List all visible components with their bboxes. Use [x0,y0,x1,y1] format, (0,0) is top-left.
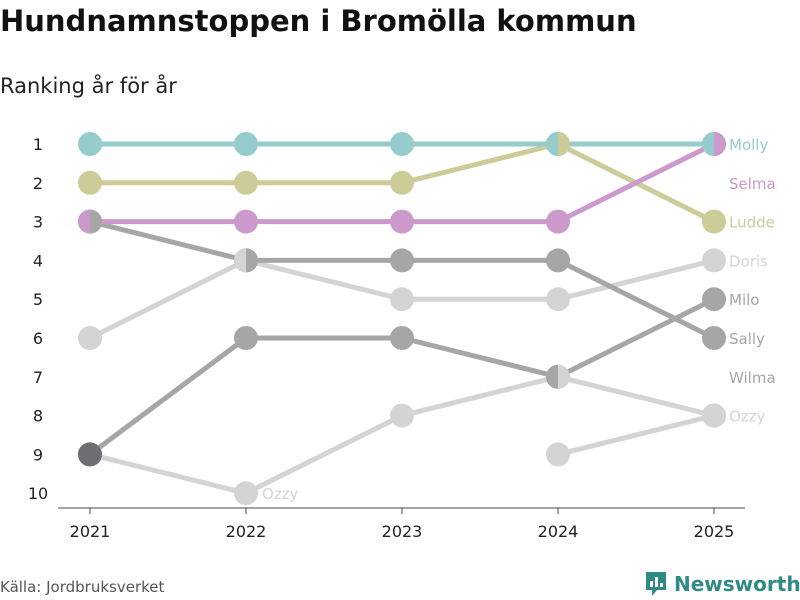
series-label: Doris [729,252,768,270]
data-point [702,326,726,350]
data-point-half [702,132,714,156]
y-tick-label: 6 [33,329,43,348]
data-point [390,326,414,350]
series-line [87,374,717,496]
data-point [702,248,726,273]
series-line [87,296,717,457]
y-tick-label: 8 [33,407,43,426]
x-tick-label: 2024 [538,522,579,541]
y-tick-label: 1 [33,135,43,154]
data-point-half [558,364,570,389]
data-point [78,326,102,350]
series-label: Sally [729,330,765,348]
data-point-half [558,132,570,156]
y-tick-label: 4 [33,251,43,270]
data-point [390,248,414,273]
data-point [702,209,726,234]
y-tick-label: 7 [33,368,43,387]
brand-name: Newsworthy [674,572,800,596]
chart-subtitle: Ranking år för år [0,74,177,98]
series-label: Selma [729,175,776,193]
data-point-half [546,364,558,389]
data-point [78,170,102,195]
data-point-half [714,132,726,156]
brand-logo: Newsworthy [644,568,800,600]
data-point [390,209,414,234]
data-point-half [714,403,726,428]
data-point [546,287,570,312]
data-point [546,442,570,467]
data-point [78,132,102,156]
data-point [234,326,258,350]
data-point [546,248,570,273]
inline-label: Ozzy [262,485,299,503]
data-point [390,132,414,156]
data-point-half [90,209,102,234]
y-tick-label: 10 [28,484,48,503]
x-tick-label: 2023 [382,522,423,541]
data-point-half [234,248,246,273]
y-tick-label: 3 [33,213,43,232]
y-tick-label: 9 [33,445,43,464]
series-label: Molly [729,136,768,154]
data-point-half [78,209,90,234]
data-point [390,403,414,428]
series-label: Milo [729,291,759,309]
data-point [234,481,258,506]
data-point-highlight [78,442,102,467]
series-line [555,413,717,457]
data-point [390,287,414,312]
series-label: Ludde [729,214,775,232]
x-tick-label: 2025 [694,522,735,541]
data-point-half [702,403,714,428]
data-point [546,209,570,234]
source-note: Källa: Jordbruksverket [0,578,165,596]
series-label: Ozzy [729,408,766,426]
series-line [87,219,717,341]
data-point [390,170,414,195]
data-point [234,132,258,156]
y-tick-label: 2 [33,174,43,193]
data-point [234,209,258,234]
chart-title: Hundnamnstoppen i Bromölla kommun [0,4,637,38]
data-point [702,287,726,312]
data-point-half [246,248,258,273]
data-point-half [546,132,558,156]
x-tick-label: 2021 [70,522,111,541]
data-point [234,170,258,195]
bar-chart-icon [646,572,666,596]
y-tick-label: 5 [33,290,43,309]
x-tick-label: 2022 [226,522,267,541]
series-label: Wilma [729,369,776,387]
